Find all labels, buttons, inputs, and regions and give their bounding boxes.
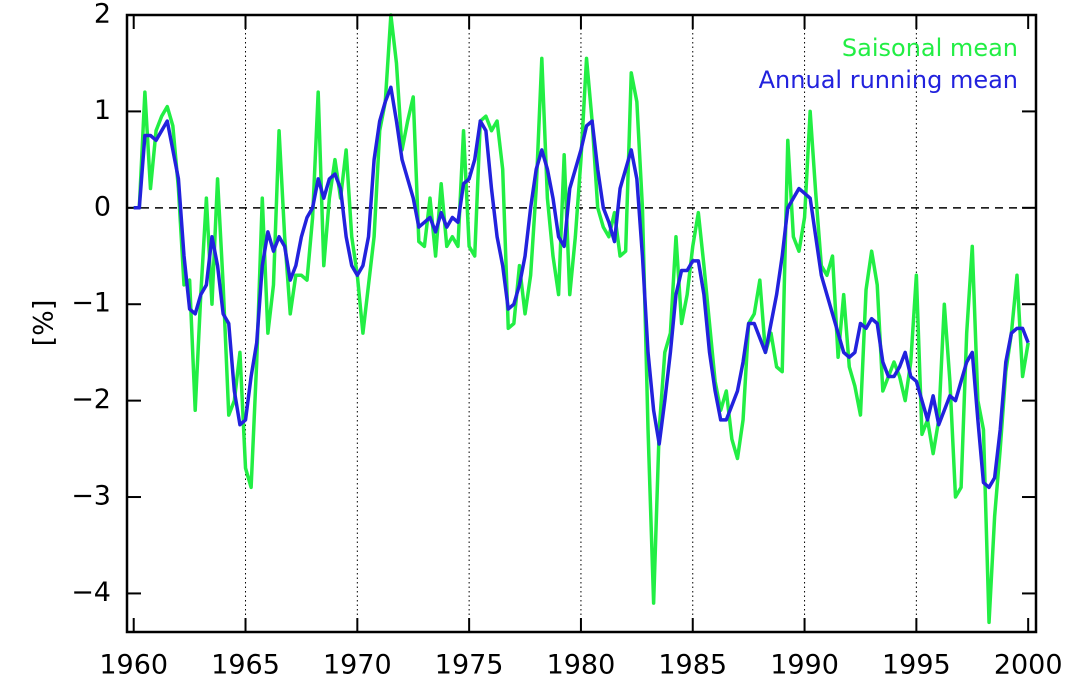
legend-label: Saisonal mean bbox=[842, 34, 1018, 62]
legend-label: Annual running mean bbox=[759, 66, 1018, 94]
x-tick-label: 1960 bbox=[99, 650, 168, 681]
data-line bbox=[133, 13, 1030, 625]
data-line bbox=[133, 85, 1030, 490]
x-tick-label: 1990 bbox=[770, 650, 839, 681]
x-tick-label: 1970 bbox=[323, 650, 392, 681]
y-tick-label: 0 bbox=[94, 191, 111, 222]
x-tick-label: 1975 bbox=[435, 650, 504, 681]
x-tick-label: 1980 bbox=[547, 650, 616, 681]
plot-frame bbox=[125, 13, 1038, 634]
x-tick-label: 1985 bbox=[658, 650, 727, 681]
y-tick-label: −4 bbox=[71, 577, 111, 608]
x-tick-label: 1995 bbox=[882, 650, 951, 681]
y-tick-label: 1 bbox=[94, 95, 111, 126]
x-tick-label: 1965 bbox=[211, 650, 280, 681]
y-tick-label: −2 bbox=[71, 384, 111, 415]
x-tick-label: 2000 bbox=[994, 650, 1063, 681]
y-tick-label: 2 bbox=[94, 0, 111, 30]
y-tick-label: −1 bbox=[71, 288, 111, 319]
y-axis-label: [%] bbox=[29, 300, 60, 347]
y-tick-label: −3 bbox=[71, 481, 111, 512]
